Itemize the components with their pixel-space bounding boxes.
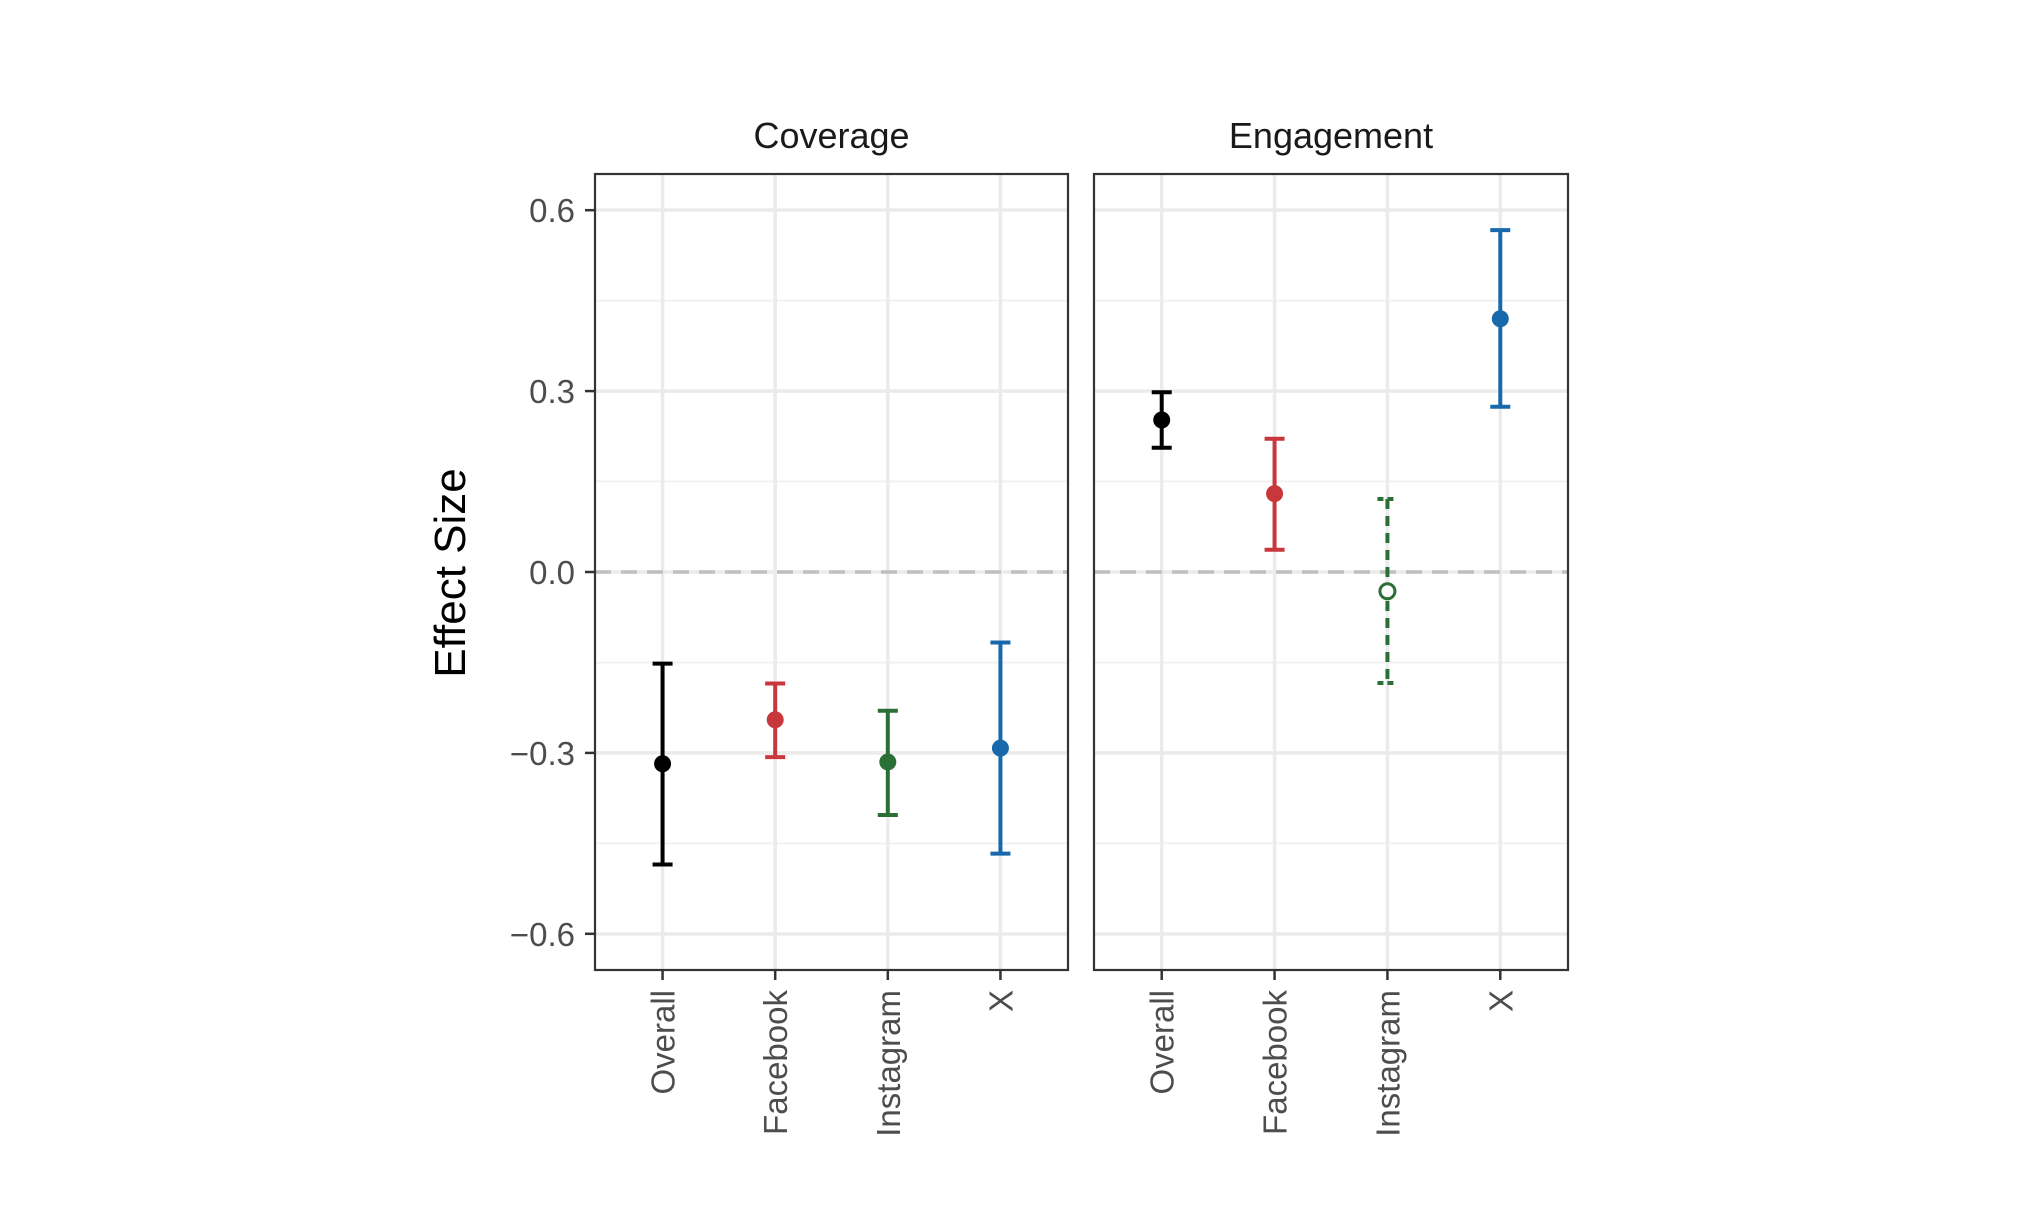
facet-panel-engagement: Engagement Overall Facebook Instagram X [1092,115,1570,1137]
point-estimate [1266,485,1284,503]
facet-title: Engagement [1229,115,1433,156]
point-estimate-hollow [1378,582,1397,601]
errorbar-engagement-facebook [1264,436,1285,552]
facet-panel-coverage: Coverage Overall Facebook Instagram X [593,115,1070,1137]
x-tick-label-instagram: Instagram [1369,990,1406,1137]
x-tick-label-facebook: Facebook [1257,990,1294,1135]
point-estimate [654,755,672,773]
point-estimate [1153,411,1171,429]
point-estimate [766,711,784,729]
x-tick-label-x: X [982,990,1019,1012]
point-estimate [1491,310,1509,328]
errorbar-engagement-overall [1151,390,1172,450]
errorbar-coverage-overall [652,661,673,867]
x-tick-label-overall: Overall [645,990,682,1095]
y-tick-label: 0.3 [529,373,575,410]
x-tick-label-x: X [1482,990,1519,1012]
x-tick-label-overall: Overall [1144,990,1181,1095]
point-estimate [879,753,897,771]
errorbar-coverage-x [990,640,1011,856]
panel-border [593,172,1070,972]
x-tick-label-facebook: Facebook [757,990,794,1135]
x-tick-label-instagram: Instagram [870,990,907,1137]
y-tick-label: 0.6 [529,192,575,229]
y-axis-title: Effect Size [426,468,475,678]
y-tick-label: −0.6 [510,916,575,953]
panel-border [1092,172,1570,972]
y-axis: 0.6 0.3 0.0 −0.3 −0.6 [510,192,595,953]
errorbar-coverage-facebook [765,681,786,760]
errorbar-engagement-x [1490,228,1511,409]
errorbar-coverage-instagram [877,708,898,818]
errorbar-engagement-instagram [1377,497,1398,685]
y-tick-label: 0.0 [529,554,575,591]
y-tick-label: −0.3 [510,735,575,772]
point-estimate [991,739,1009,757]
facet-title: Coverage [753,115,909,156]
